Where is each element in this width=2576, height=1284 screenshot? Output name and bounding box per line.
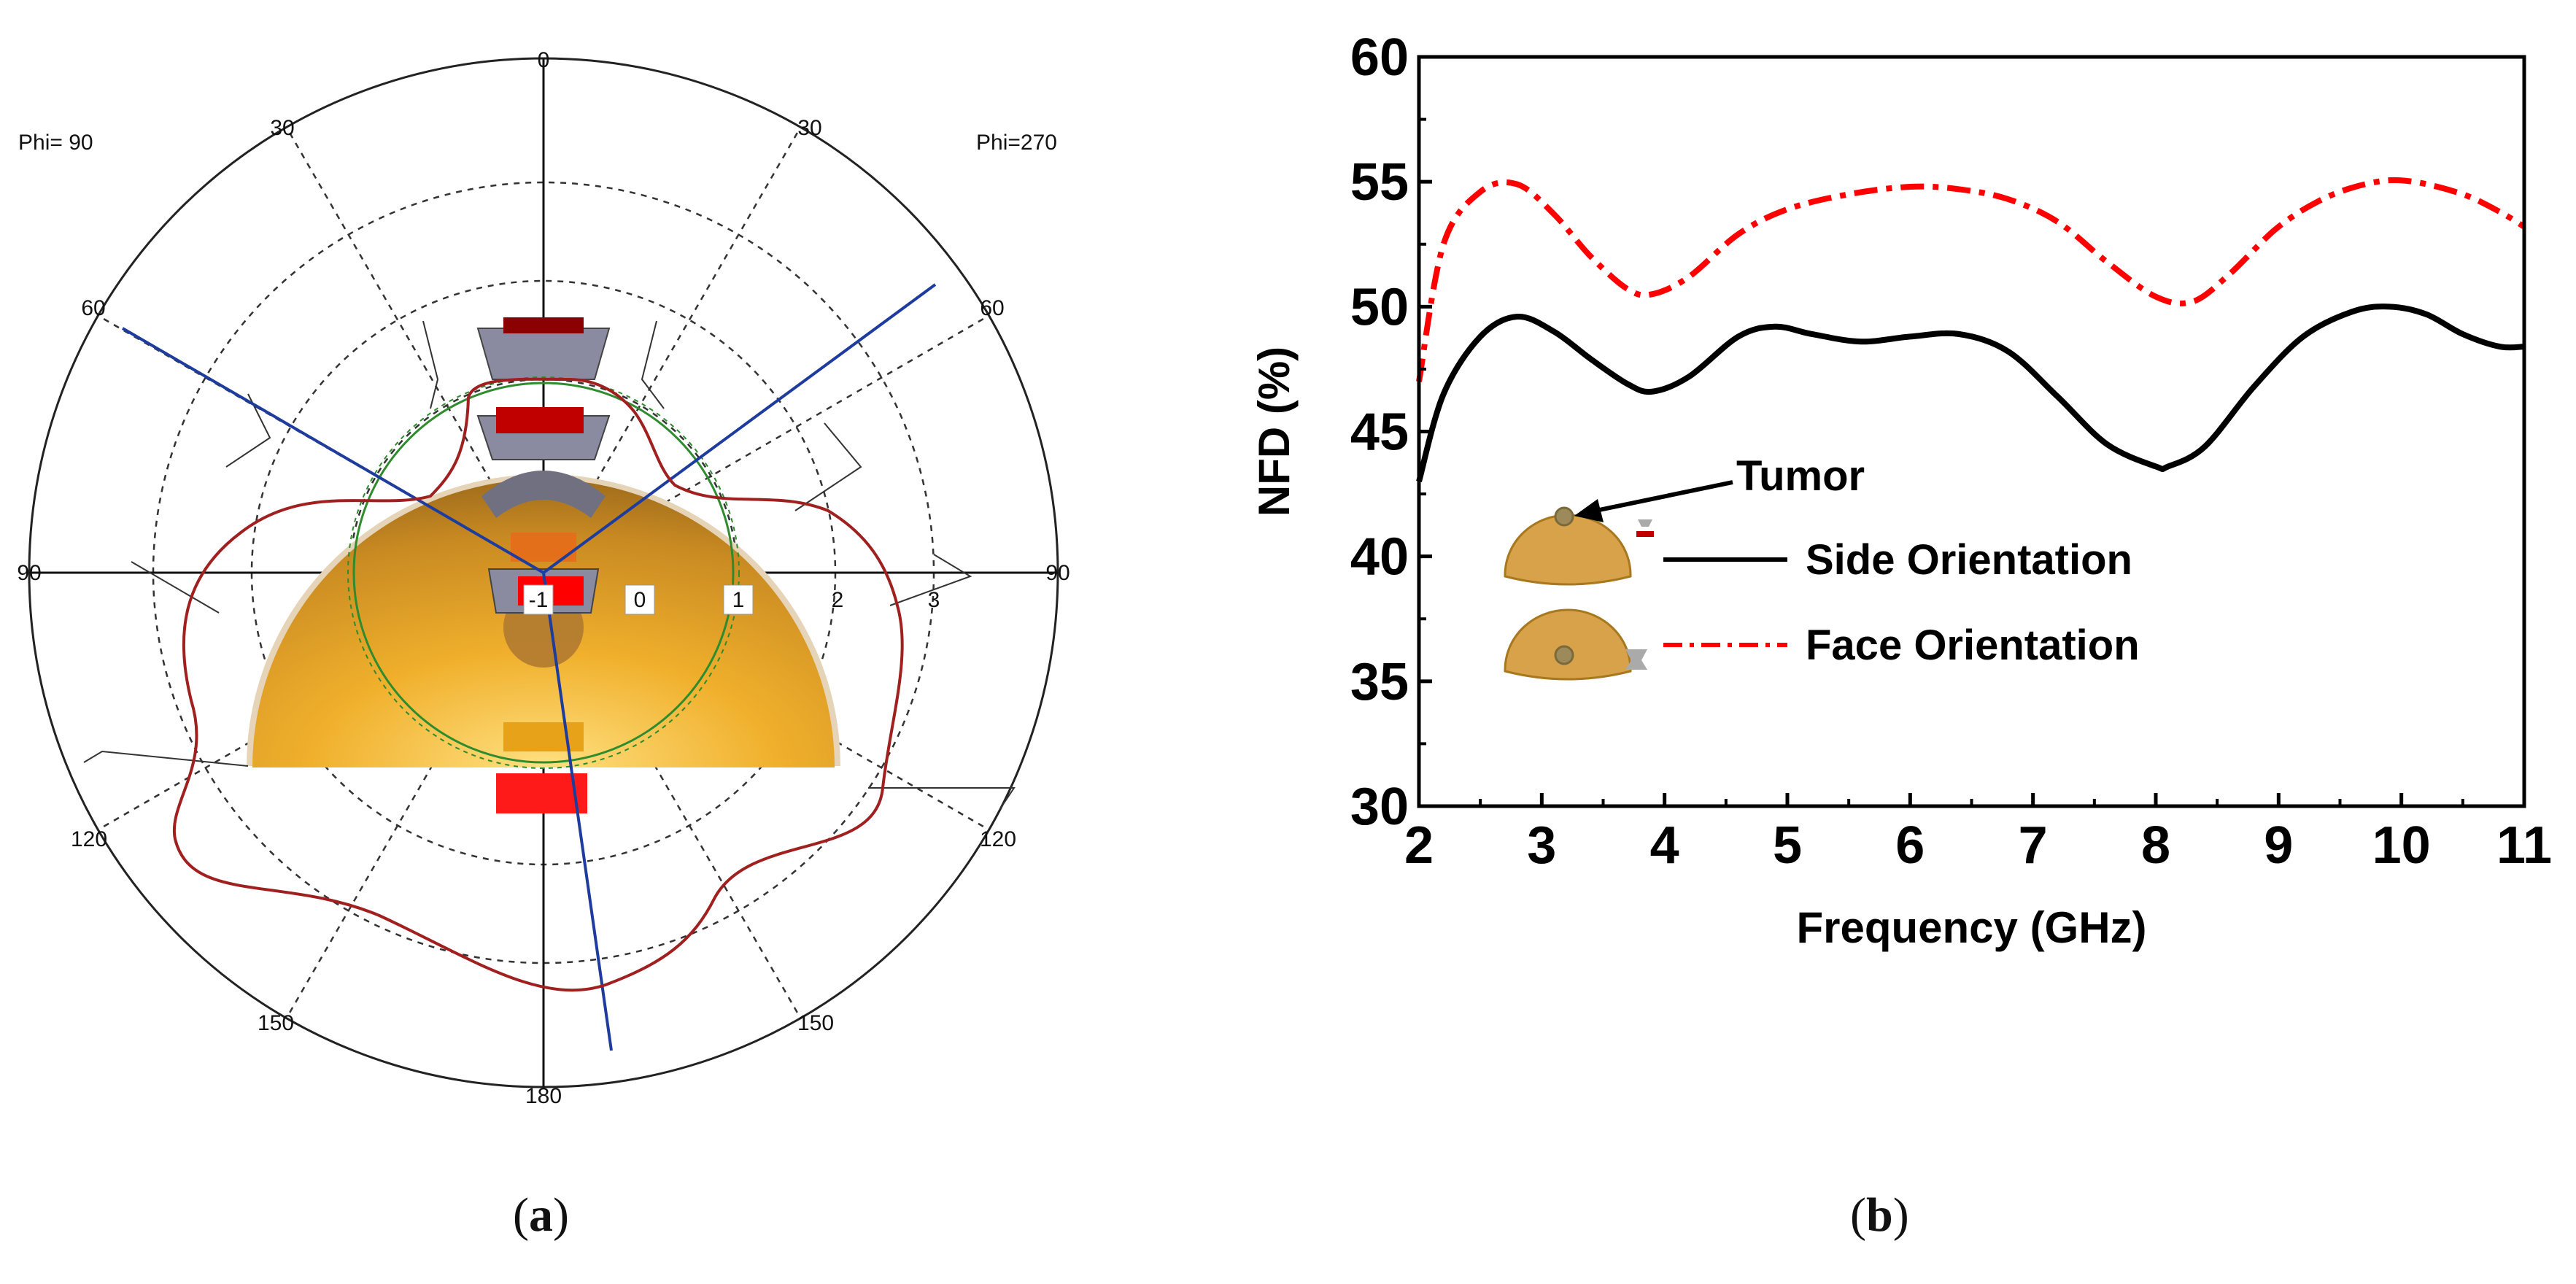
x-tick-label: 3: [1527, 816, 1556, 875]
phi-label-left: Phi= 90: [18, 131, 93, 155]
polar-plot-panel: -1 0 1 2 3 0 30 30 60 60 90 90 120 120 1…: [0, 0, 1138, 1280]
plot-frame: [1417, 55, 2526, 808]
caption-a: (a): [513, 1188, 569, 1242]
y-axis-title: NFD (%): [1250, 347, 1299, 517]
series-line-side-orientation: [1416, 303, 2525, 483]
chart-legend: Tumor Side Orientation Face Orientation: [1504, 452, 2140, 681]
y-tick-label: 45: [1350, 403, 1409, 462]
caption-b-label: b: [1865, 1188, 1893, 1242]
tumor-pointer-arrowhead: [1574, 499, 1604, 522]
theta-label-lower-right: 120: [980, 827, 1016, 851]
theta-label-lower-left: 120: [71, 827, 107, 851]
series-line-face-orientation: [1416, 177, 2526, 382]
y-tick-label: 40: [1350, 528, 1409, 587]
y-tick-label: 35: [1350, 653, 1409, 711]
radial-tick-box: [624, 584, 655, 615]
beam-lines: [121, 283, 937, 1051]
y-tick-label: 60: [1350, 28, 1409, 87]
antenna-element: [476, 328, 611, 380]
radial-tick-label: 1: [732, 588, 745, 612]
x-tick-label: 5: [1773, 816, 1802, 875]
theta-label-bottom-right: 150: [797, 1011, 834, 1035]
beam-line-right: [542, 283, 937, 574]
x-tick-label: 4: [1650, 816, 1679, 875]
legend-label-face: Face Orientation: [1806, 622, 2140, 669]
antenna-mark: [1636, 531, 1654, 537]
y-tick-label: 55: [1350, 153, 1409, 212]
x-tick-label: 9: [2264, 816, 2293, 875]
antenna-port: [496, 407, 584, 433]
legend-label-side: Side Orientation: [1806, 536, 2132, 584]
theta-label-mid-right: 60: [980, 296, 1004, 320]
antenna-outlines: [83, 320, 1016, 811]
y-tick-label: 30: [1350, 778, 1409, 836]
theta-label-upper-right: 30: [797, 116, 821, 140]
antenna-port: [503, 722, 584, 751]
radiation-pattern-curve: [172, 377, 904, 992]
radial-tick-label: 2: [832, 588, 844, 612]
beam-line-bottom: [542, 572, 613, 1051]
nfd-chart-panel: 2 3 4 5 6 7 8 9 10 11 30 35 40 45 50 55 60 Frequency (GHz…: [1138, 0, 2576, 1280]
theta-label-top: 0: [538, 48, 550, 72]
phi-label-right: Phi=270: [976, 131, 1057, 155]
theta-labels: 0 30 30 60 60 90 90 120 120 150 150 180: [17, 48, 1070, 1108]
y-tick-label: 50: [1350, 278, 1409, 336]
beam-line-left: [121, 327, 545, 574]
tumor-dot: [1554, 645, 1574, 665]
antenna-mark: [1625, 649, 1647, 670]
theta-label-right: 90: [1045, 561, 1070, 585]
x-tick-label: 2: [1404, 816, 1434, 875]
radial-tick-label: 3: [928, 588, 940, 612]
polar-plot: -1 0 1 2 3 0 30 30 60 60 90 90 120 120 1…: [17, 48, 1070, 1108]
theta-label-upper-left: 30: [270, 116, 294, 140]
x-tick-label: 6: [1895, 816, 1925, 875]
green-reference-circle: [352, 382, 735, 764]
theta-label-left: 90: [17, 561, 41, 585]
radial-ticks: -1 0 1 2 3: [523, 584, 940, 615]
x-tick-label: 8: [2141, 816, 2170, 875]
theta-label-mid-left: 60: [81, 296, 105, 320]
x-tick-label: 11: [2496, 816, 2552, 875]
radial-tick-label: 0: [634, 588, 646, 612]
antenna-array: [83, 317, 1016, 813]
tumor-annotation: Tumor: [1736, 452, 1865, 500]
caption-b: (b): [1850, 1188, 1909, 1242]
x-tick-label: 7: [2019, 816, 2048, 875]
breast-model-icon-face: [1504, 608, 1647, 681]
breast-model-shape: [1504, 608, 1632, 681]
antenna-element: [481, 471, 606, 518]
breast-model-icon-side: [1504, 506, 1654, 586]
x-axis-title: Frequency (GHz): [1796, 903, 2146, 952]
tumor-pointer-arrow: [1581, 480, 1733, 516]
radial-tick-box: [523, 584, 554, 615]
caption-a-label: a: [528, 1188, 553, 1242]
tumor-dot: [1554, 506, 1574, 527]
x-tick-label: 10: [2372, 816, 2431, 875]
theta-label-bottom-left: 150: [258, 1011, 294, 1035]
theta-label-bottom: 180: [525, 1084, 562, 1108]
antenna-port: [503, 317, 584, 333]
breast-model-shape: [1504, 514, 1632, 586]
green-reference-circle-dashed: [347, 376, 740, 769]
chart-series-layer: [1416, 177, 2526, 483]
radial-tick-box: [723, 584, 754, 615]
radial-tick-label: -1: [529, 588, 549, 612]
antenna-mark: [1638, 519, 1652, 527]
